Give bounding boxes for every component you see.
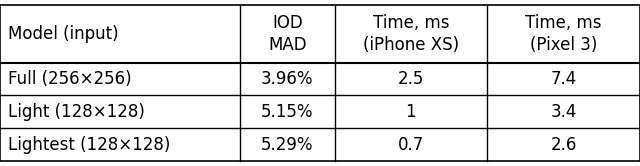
Text: 1: 1 [406,103,416,121]
Text: Time, ms
(iPhone XS): Time, ms (iPhone XS) [363,14,459,54]
Text: Model (input): Model (input) [8,25,118,43]
Text: Full (256×256): Full (256×256) [8,70,131,88]
Text: 0.7: 0.7 [397,136,424,154]
Text: Time, ms
(Pixel 3): Time, ms (Pixel 3) [525,14,602,54]
Text: 5.29%: 5.29% [261,136,314,154]
Text: 5.15%: 5.15% [261,103,314,121]
Text: 3.4: 3.4 [550,103,577,121]
Text: 3.96%: 3.96% [261,70,314,88]
Text: IOD
MAD: IOD MAD [268,14,307,54]
Text: 7.4: 7.4 [550,70,577,88]
Text: 2.5: 2.5 [397,70,424,88]
Text: Light (128×128): Light (128×128) [8,103,145,121]
Text: Lightest (128×128): Lightest (128×128) [8,136,170,154]
Text: 2.6: 2.6 [550,136,577,154]
